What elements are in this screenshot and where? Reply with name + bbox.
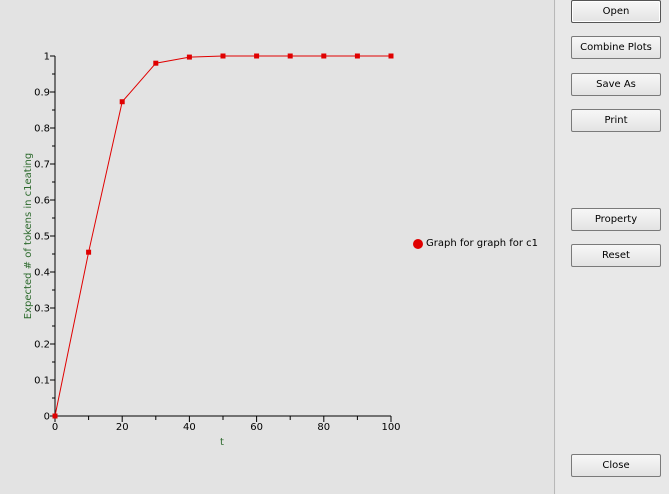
y-tick-label: 0.8 <box>34 124 50 135</box>
x-tick-label: 20 <box>116 422 129 433</box>
data-point <box>388 53 394 59</box>
y-tick-label: 0 <box>44 412 50 423</box>
y-tick-label: 0.3 <box>34 304 50 315</box>
x-tick-label: 0 <box>52 422 58 433</box>
close-button[interactable]: Close <box>571 454 661 477</box>
y-tick-label: 1 <box>44 52 50 63</box>
data-point <box>220 53 226 59</box>
button-panel: Open Combine Plots Save As Print Propert… <box>556 0 669 494</box>
data-point <box>153 60 159 66</box>
y-tick-label: 0.6 <box>34 196 50 207</box>
y-tick-label: 0.5 <box>34 232 50 243</box>
y-tick-label: 0.7 <box>34 160 50 171</box>
legend: Graph for graph for c1 <box>413 238 538 249</box>
data-point <box>86 249 92 255</box>
reset-button[interactable]: Reset <box>571 244 661 267</box>
legend-label: Graph for graph for c1 <box>426 238 539 249</box>
data-point <box>354 53 360 59</box>
open-button[interactable]: Open <box>571 0 661 23</box>
print-button[interactable]: Print <box>571 109 661 132</box>
x-tick-label: 60 <box>250 422 263 433</box>
property-button[interactable]: Property <box>571 208 661 231</box>
data-point <box>52 413 58 419</box>
x-tick-label: 80 <box>317 422 330 433</box>
data-point <box>287 53 293 59</box>
y-tick-label: 0.9 <box>34 88 50 99</box>
y-tick-label: 0.2 <box>34 340 50 351</box>
x-tick-label: 40 <box>183 422 196 433</box>
plot-panel: 0 0.1 0.2 0.3 0.4 0.5 0.6 0.7 0.8 0.9 1 0 20 40 60 80 10… <box>23 0 555 494</box>
y-tick-label: 0.1 <box>34 376 50 387</box>
data-point <box>186 54 192 60</box>
save-as-button[interactable]: Save As <box>571 73 661 96</box>
x-axis-title: t <box>220 437 224 448</box>
x-tick-label: 100 <box>381 422 400 433</box>
y-axis-title: Expected # of tokens in c1eating <box>23 153 34 319</box>
data-point <box>254 53 260 59</box>
series-line <box>54 55 391 417</box>
legend-marker <box>413 238 423 249</box>
data-point <box>119 99 125 105</box>
line-chart: 0 0.1 0.2 0.3 0.4 0.5 0.6 0.7 0.8 0.9 1 0 20 40 60 80 10… <box>23 52 401 449</box>
y-tick-label: 0.4 <box>34 268 50 279</box>
combine-plots-button[interactable]: Combine Plots <box>571 36 661 59</box>
data-point <box>321 53 327 59</box>
